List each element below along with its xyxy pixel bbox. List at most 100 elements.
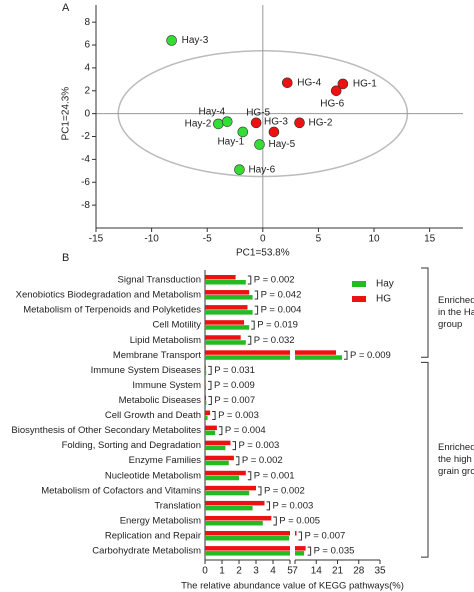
bar — [205, 385, 207, 390]
bar — [205, 515, 272, 521]
y-tick-label: -6 — [81, 177, 90, 188]
x-tick-label: 10 — [368, 234, 380, 245]
bar — [205, 350, 336, 355]
bar — [205, 320, 245, 325]
bar — [205, 445, 226, 451]
bar — [205, 490, 250, 496]
y-tick-label: -2 — [81, 131, 90, 142]
x-tick-label: 14 — [311, 566, 323, 577]
bracket — [247, 335, 252, 345]
category-label: Nucleotide Metabolism — [105, 470, 201, 481]
group-bracket — [421, 267, 429, 358]
x-axis-label: PC1=53.8% — [236, 248, 290, 259]
bar — [205, 325, 250, 330]
bar — [205, 410, 211, 416]
bracket — [298, 531, 303, 541]
p-value: P = 0.003 — [218, 410, 259, 421]
bar — [205, 395, 207, 400]
bar — [205, 310, 253, 315]
point-label: HG-5 — [246, 107, 270, 118]
x-tick-label: -15 — [89, 234, 104, 245]
category-label: Xenobiotics Biodegradation and Metabolis… — [16, 290, 201, 301]
point-label: Hay-3 — [182, 35, 209, 46]
bar — [205, 500, 265, 506]
bar — [205, 425, 217, 431]
bar — [205, 505, 253, 511]
p-value: P = 0.035 — [314, 546, 355, 557]
group-label: Enriched in — [438, 442, 474, 453]
p-value: P = 0.004 — [261, 305, 302, 316]
bar — [205, 536, 290, 541]
p-value: P = 0.007 — [305, 531, 346, 542]
bar — [205, 546, 306, 551]
p-value: P = 0.003 — [273, 500, 314, 511]
bar — [205, 275, 236, 280]
bar — [205, 355, 343, 360]
category-label: Metabolism of Terpenoids and Polyketides — [23, 305, 201, 316]
category-label: Cell Motility — [152, 320, 201, 331]
category-label: Enzyme Families — [129, 455, 202, 466]
legend-swatch — [352, 281, 366, 287]
bar — [205, 365, 206, 370]
bracket — [254, 290, 259, 300]
panel-label: A — [62, 2, 70, 14]
bar — [205, 531, 297, 536]
legend-swatch — [352, 296, 366, 302]
category-label: Biosynthesis of Other Secondary Metaboli… — [11, 425, 201, 436]
y-tick-label: -8 — [81, 200, 90, 211]
bracket — [344, 350, 348, 360]
bar — [205, 305, 248, 310]
bracket — [254, 305, 259, 315]
point-label: Hay-6 — [248, 164, 275, 175]
legend-label: HG — [376, 294, 391, 305]
p-value: P = 0.032 — [254, 335, 295, 346]
point — [330, 85, 342, 97]
point — [294, 117, 305, 129]
point — [166, 35, 177, 46]
bracket — [251, 320, 255, 330]
category-label: Metabolic Diseases — [119, 395, 202, 406]
point — [281, 77, 293, 89]
bar — [205, 551, 305, 556]
x-tick-label: 4 — [270, 566, 276, 577]
bracket — [273, 516, 277, 526]
bar — [205, 455, 234, 461]
x-tick-label: -5 — [203, 234, 212, 245]
legend-label: Hay — [376, 279, 394, 290]
point-label: HG-4 — [297, 77, 321, 88]
bracket — [235, 456, 240, 466]
bracket — [208, 395, 212, 405]
group-label: group — [438, 319, 462, 330]
point-label: HG-3 — [264, 117, 288, 128]
bar — [205, 470, 246, 476]
x-tick-label: 5 — [287, 566, 293, 577]
bar — [205, 335, 241, 340]
p-value: P = 0.019 — [257, 320, 298, 331]
p-value: P = 0.009 — [214, 380, 255, 391]
x-tick-label: 3 — [253, 566, 259, 577]
group-label: the high — [438, 454, 472, 465]
category-label: Replication and Repair — [105, 531, 201, 542]
category-label: Signal Transduction — [118, 275, 201, 286]
bar — [205, 485, 256, 491]
bar — [205, 460, 229, 466]
bar — [205, 380, 206, 385]
panel-label: B — [62, 252, 69, 264]
point-label: Hay-4 — [199, 106, 226, 117]
group-label: in the Hay — [438, 307, 474, 318]
bracket — [208, 380, 212, 390]
point — [221, 116, 233, 127]
x-tick-label: -10 — [144, 234, 159, 245]
group-label: Enriched — [438, 295, 474, 306]
x-tick-label: 2 — [236, 566, 242, 577]
group-bracket — [421, 361, 429, 558]
bracket — [307, 546, 312, 556]
bar — [205, 280, 246, 285]
bar — [205, 475, 239, 481]
p-value: P = 0.031 — [214, 365, 255, 376]
y-tick-label: 0 — [84, 108, 90, 119]
bar — [205, 400, 207, 405]
group-label: grain groups — [438, 466, 474, 477]
x-tick-label: 15 — [424, 234, 436, 245]
